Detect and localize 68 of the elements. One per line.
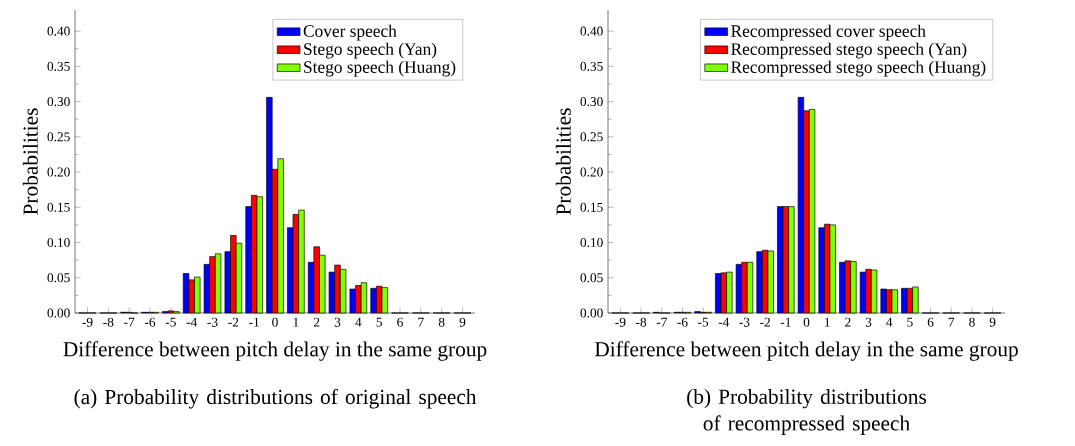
y-tick-label: 0.15: [47, 202, 70, 212]
x-tick-label: 5: [907, 317, 913, 327]
y-tick-label: 0.25: [580, 132, 603, 142]
x-axis-title: Difference between pitch delay in the same group: [594, 341, 1018, 361]
x-tick-label: 2: [845, 317, 851, 327]
x-tick-label: 3: [334, 317, 341, 327]
y-tick-label: 0.05: [580, 273, 603, 283]
legend-label: Recompressed stego speech (Huang): [731, 60, 986, 77]
x-tick-label: 5: [376, 317, 382, 327]
y-tick-label: 0.30: [47, 97, 70, 107]
x-tick-label: -3: [207, 317, 218, 327]
x-tick-label: 3: [865, 317, 872, 327]
y-tick-label: 0.00: [580, 308, 603, 318]
y-tick-label: 0.35: [580, 61, 603, 71]
x-tick-label: -2: [228, 317, 239, 327]
x-tick-label: -7: [656, 317, 667, 327]
x-tick-label: -5: [698, 317, 709, 327]
x-tick-label: -9: [82, 317, 93, 327]
x-tick-label: -6: [677, 317, 688, 327]
y-tick-label: 0.20: [47, 167, 70, 177]
x-tick-label: -2: [760, 317, 770, 327]
y-tick-label: 0.05: [47, 273, 70, 283]
x-axis-title: Difference between pitch delay in the same group: [63, 341, 487, 361]
x-tick-label: 2: [313, 317, 320, 327]
y-tick-label: 0.10: [580, 238, 603, 248]
x-tick-label: -5: [165, 317, 176, 327]
x-tick-label: -9: [615, 317, 626, 327]
legend-label: Recompressed stego speech (Yan): [731, 42, 967, 59]
y-tick-label: 0.00: [47, 308, 70, 318]
legend-label: Stego speech (Yan): [304, 42, 437, 59]
x-tick-label: 6: [927, 317, 934, 327]
legend-label: Stego speech (Huang): [304, 60, 456, 77]
y-tick-label: 0.30: [580, 97, 603, 107]
y-tick-label: 0.35: [47, 61, 70, 71]
x-tick-label: -6: [144, 317, 156, 327]
x-tick-label: -1: [780, 317, 791, 327]
legend-label: Cover speech: [303, 24, 397, 41]
x-tick-label: 7: [418, 317, 424, 327]
y-axis-title: Probabilities: [555, 108, 571, 215]
legend-label: Recompressed cover speech: [731, 24, 926, 41]
x-tick-label: -4: [186, 317, 198, 327]
y-tick-label: 0.10: [47, 238, 70, 248]
x-tick-label: 6: [397, 317, 403, 327]
y-tick-label: 0.40: [47, 26, 70, 36]
x-tick-label: 1: [825, 317, 830, 327]
y-tick-label: 0.25: [47, 132, 70, 142]
x-tick-label: 4: [355, 317, 362, 327]
y-tick-label: 0.40: [580, 26, 603, 36]
x-tick-label: 9: [459, 317, 466, 327]
x-tick-label: 1: [293, 317, 299, 327]
x-tick-label: -8: [636, 317, 647, 327]
x-tick-label: -7: [124, 317, 135, 327]
x-tick-label: -4: [718, 317, 730, 327]
x-tick-label: 9: [989, 317, 996, 327]
x-tick-label: -1: [249, 317, 259, 327]
x-tick-label: 8: [969, 317, 975, 327]
x-tick-label: 0: [803, 317, 810, 327]
x-tick-label: 7: [948, 317, 955, 327]
text: (b) Probability distributions of recompressed speech: [687, 388, 927, 435]
y-tick-label: 0.15: [580, 202, 603, 212]
y-tick-label: 0.20: [580, 167, 603, 177]
x-tick-label: 0: [272, 317, 278, 327]
y-axis-title: Probabilities: [22, 108, 38, 215]
x-tick-label: -3: [739, 317, 750, 327]
x-tick-label: 4: [886, 317, 893, 327]
x-tick-label: -8: [103, 317, 114, 327]
text: (a) Probability distributions of original speech: [74, 388, 477, 409]
x-tick-label: 8: [438, 317, 445, 327]
